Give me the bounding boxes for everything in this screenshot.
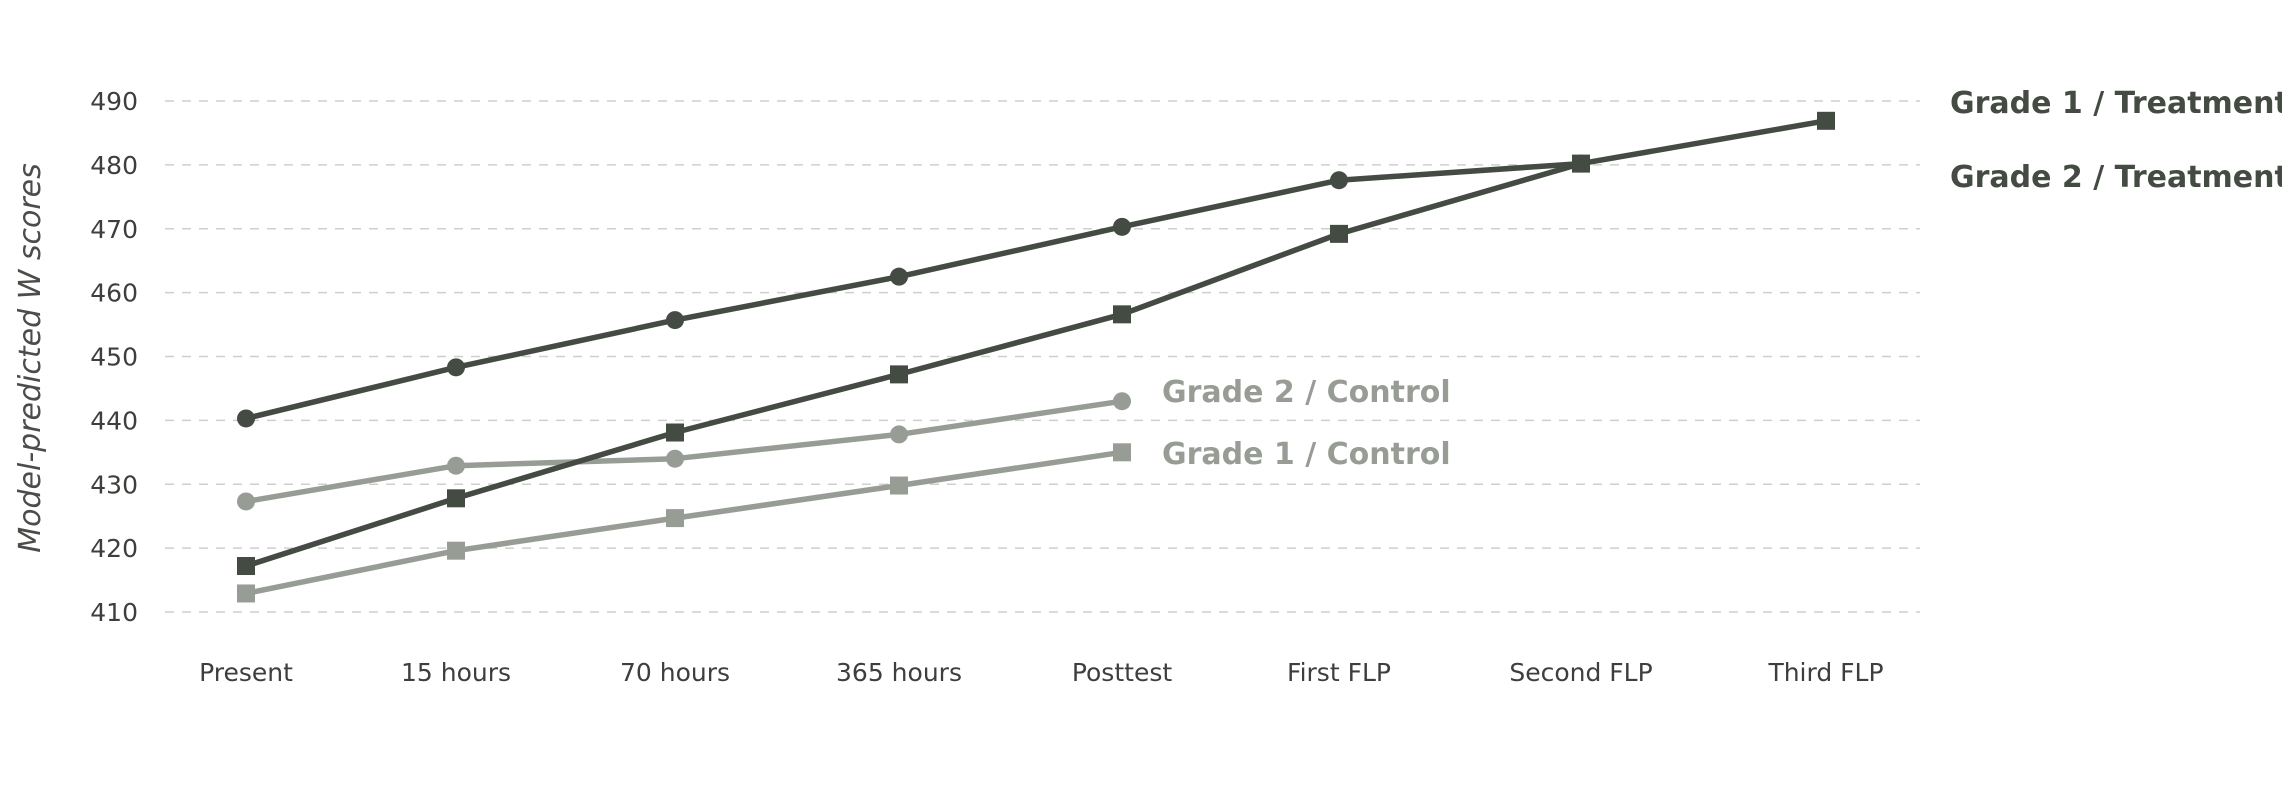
gridlines [165,100,1920,613]
data-point [1113,443,1131,462]
data-point [1330,224,1348,243]
series-label: Grade 2 / Treatment [1950,160,2282,195]
x-tick-label: 365 hours [836,658,962,687]
data-point [666,509,684,528]
series [237,111,1835,603]
x-axis-ticks: Present 15 hours 70 hours 365 hours Posttest… [199,658,1883,687]
data-point [1113,305,1131,324]
y-tick-label: 440 [90,406,138,435]
x-tick-label: Third FLP [1767,658,1883,687]
data-point [1113,217,1131,236]
y-tick-label: 410 [90,598,138,627]
series-grade-2-control [237,392,1131,511]
series-grade-1-treatment [237,111,1835,576]
x-tick-label: 70 hours [620,658,730,687]
data-point [447,541,465,560]
data-point [447,456,465,475]
data-point [237,584,255,603]
data-point [237,557,255,576]
y-tick-label: 480 [90,151,138,180]
data-point [237,492,255,511]
series-line [245,398,1123,505]
y-axis-ticks: 410 420 430 440 450 460 470 480 490 [90,87,138,627]
series-grade-1-control [237,443,1131,603]
data-point [890,267,908,286]
data-point [1330,171,1348,190]
data-point [666,449,684,468]
y-tick-label: 420 [90,534,138,563]
y-tick-label: 450 [90,343,138,372]
data-point [890,425,908,444]
data-point [1572,154,1590,173]
x-tick-label: Present [199,658,293,687]
series-label: Grade 1 / Control [1162,437,1451,472]
y-tick-label: 470 [90,215,138,244]
x-tick-label: Second FLP [1509,658,1652,687]
data-point [1817,111,1835,130]
data-point [666,311,684,330]
x-tick-label: Posttest [1072,658,1173,687]
series-line [245,118,1827,569]
series-label: Grade 2 / Control [1162,375,1451,410]
x-tick-label: First FLP [1287,658,1391,687]
series-labels: Grade 1 / Treatment Grade 2 / Treatment Gr… [1162,86,2282,472]
data-point [447,489,465,508]
y-tick-label: 490 [90,87,138,116]
data-point [890,476,908,495]
data-point [666,423,684,442]
data-point [1113,392,1131,411]
y-tick-label: 430 [90,470,138,499]
y-axis-label: Model-predicted W scores [13,163,48,553]
series-label: Grade 1 / Treatment [1950,86,2282,121]
series-grade-2-treatment [237,154,1590,428]
x-tick-label: 15 hours [401,658,511,687]
data-point [237,409,255,428]
data-point [447,358,465,377]
data-point [890,365,908,384]
y-tick-label: 460 [90,279,138,308]
